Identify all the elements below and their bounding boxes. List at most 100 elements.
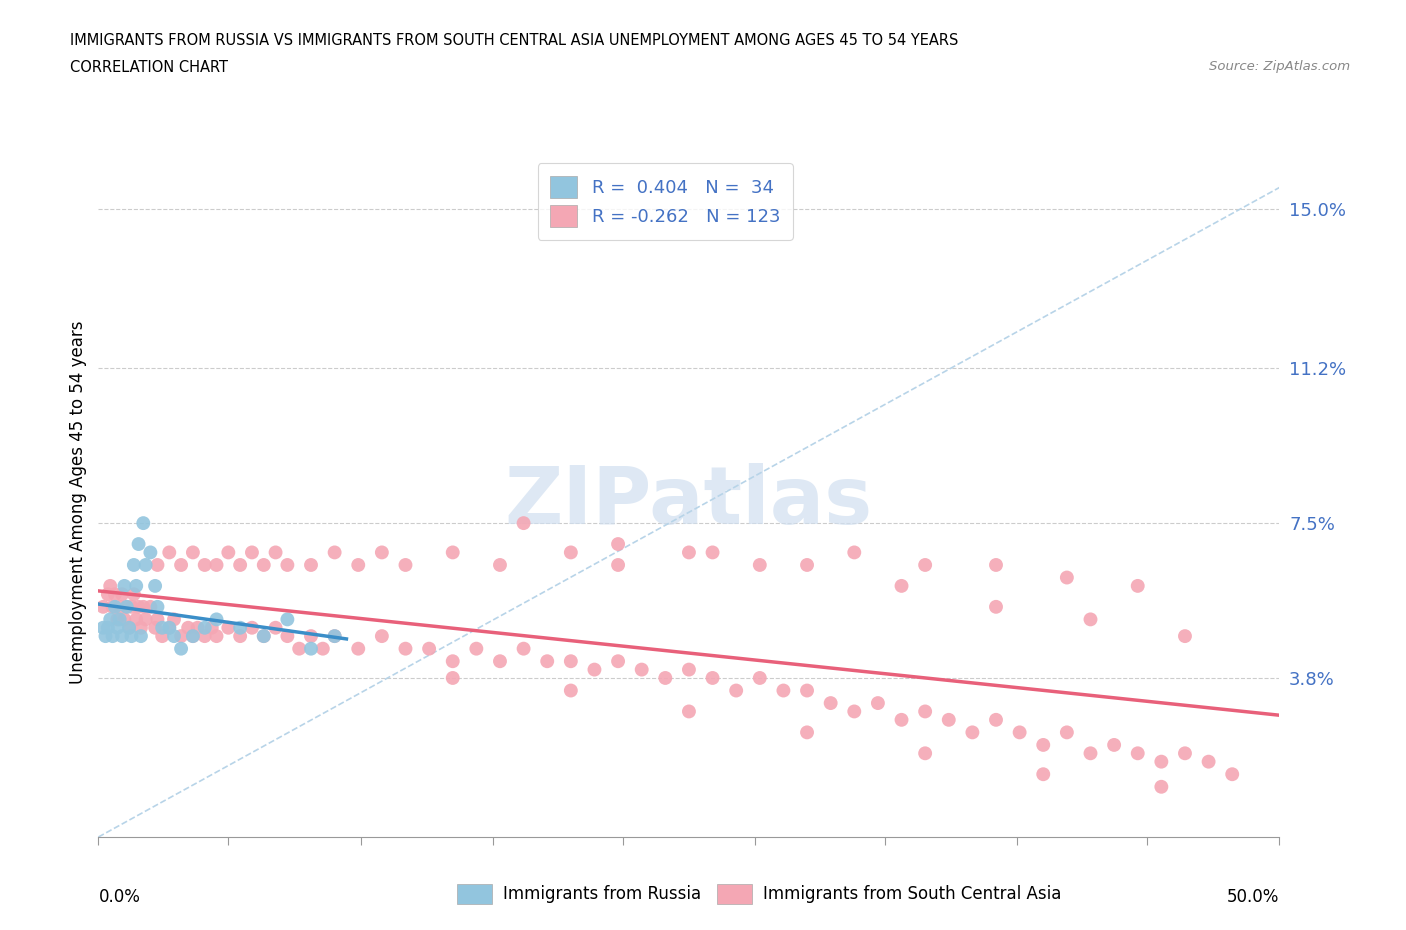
Point [157,620,180,635]
Point [205,612,228,627]
Point [132,600,155,615]
Point [560,654,582,669]
Point [253,629,276,644]
Point [1198,754,1220,769]
Point [323,545,346,560]
Point [984,558,1007,573]
Point [143,620,166,635]
Point [135,612,157,627]
Point [125,578,148,593]
Point [914,558,936,573]
Point [820,696,842,711]
Point [97,620,120,635]
Point [98,578,121,593]
Point [299,642,322,657]
Point [170,642,193,657]
Point [583,662,606,677]
Point [702,545,724,560]
Point [128,600,150,615]
Point [844,704,866,719]
Point [170,558,193,573]
Point [118,620,141,635]
Point [441,671,464,685]
Point [371,629,394,644]
Point [418,642,440,657]
Point [146,558,169,573]
Point [112,612,135,627]
Point [194,620,217,635]
Point [347,642,370,657]
Point [276,629,298,644]
Point [299,558,322,573]
Point [121,629,143,644]
Point [139,600,162,615]
Point [122,558,145,573]
Point [938,712,960,727]
Text: CORRELATION CHART: CORRELATION CHART [70,60,228,75]
Point [240,545,263,560]
Point [201,620,224,635]
Point [181,629,204,644]
Point [1032,737,1054,752]
Text: ZIPatlas: ZIPatlas [505,463,873,541]
Point [115,600,138,615]
Point [536,654,558,669]
Point [205,629,228,644]
Point [253,629,276,644]
Legend: R =  0.404   N =  34, R = -0.262   N = 123: R = 0.404 N = 34, R = -0.262 N = 123 [537,163,793,240]
Point [1056,570,1078,585]
Point [323,629,346,644]
Point [560,683,582,698]
Point [1174,629,1197,644]
Point [150,620,173,635]
Point [1220,766,1243,781]
Point [441,545,464,560]
Point [163,612,186,627]
Point [654,671,676,685]
Point [394,642,416,657]
Point [890,578,912,593]
Point [111,587,134,602]
Point [607,654,630,669]
Point [489,558,512,573]
Point [560,545,582,560]
Point [132,516,155,531]
Point [1056,725,1078,740]
Point [264,620,287,635]
Point [984,600,1007,615]
Point [135,558,157,573]
Point [139,545,162,560]
Point [194,629,217,644]
Point [194,558,217,573]
Point [157,545,180,560]
Point [914,746,936,761]
Text: Immigrants from South Central Asia: Immigrants from South Central Asia [763,884,1062,903]
Point [150,629,173,644]
Point [128,537,150,551]
Point [229,629,252,644]
Point [146,600,169,615]
Point [394,558,416,573]
Point [1008,725,1031,740]
Point [347,558,370,573]
Point [146,612,169,627]
Point [748,558,770,573]
Point [1174,746,1197,761]
Point [725,683,748,698]
Point [678,704,700,719]
Text: 50.0%: 50.0% [1227,888,1279,906]
Point [91,620,114,635]
Point [229,558,252,573]
Point [512,642,534,657]
Point [108,612,131,627]
Point [607,558,630,573]
Point [253,558,276,573]
Point [1150,779,1173,794]
Point [112,578,135,593]
Point [217,620,239,635]
Point [1080,746,1102,761]
Point [1080,612,1102,627]
Point [118,620,141,635]
Point [984,712,1007,727]
Point [108,600,131,615]
